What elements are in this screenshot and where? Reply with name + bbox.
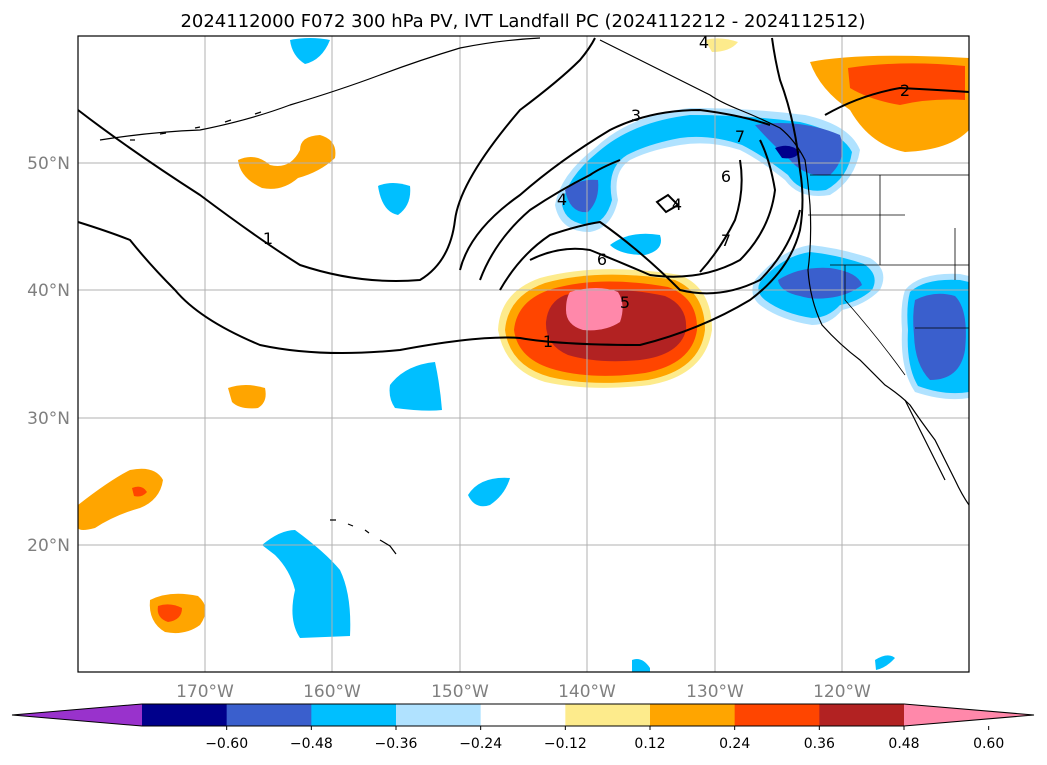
colorbar-tick-label: 0.48: [888, 736, 919, 752]
ivt-contours: [77, 37, 970, 355]
negative-anomaly-patch-a: [378, 183, 411, 215]
colorbar-segment: [650, 704, 736, 726]
lat-label: 50°N: [27, 154, 70, 174]
baja-coast: [904, 399, 946, 481]
colorbar-tick-label: 0.36: [804, 736, 835, 752]
contour-label: 4: [557, 190, 567, 209]
contour-2: [824, 86, 970, 116]
colorbar-tick-label: 0.24: [719, 736, 750, 752]
negative-anomaly-patch-g: [875, 655, 895, 670]
gridlines: [78, 36, 969, 672]
colorbar-outline: [11, 703, 1035, 727]
negative-anomaly-nw-patch: [565, 179, 599, 213]
lat-label: 20°N: [27, 536, 70, 556]
contour-4: [479, 159, 621, 281]
colorbar-tick-label: −0.12: [544, 736, 587, 752]
colorbar-tick-label: −0.36: [375, 736, 418, 752]
lon-label: 150°W: [431, 682, 489, 702]
contour-inner-small: [655, 193, 680, 214]
contour-3: [459, 108, 771, 271]
alaska-coastline: [99, 37, 541, 141]
latitude-labels: 50°N 40°N 30°N 20°N: [27, 154, 70, 556]
negative-anomaly-patch-e: [290, 38, 330, 64]
colorbar-tick-label: −0.24: [459, 736, 502, 752]
colorbar-segment: [565, 704, 651, 726]
contour-label-group: 1 1 2 3 4 5 6 6 7 4 7 4: [263, 33, 910, 351]
colorbar-tick-label: −0.60: [205, 736, 248, 752]
contour-label: 6: [597, 250, 607, 269]
colorbar-segment: [819, 704, 905, 726]
lon-label: 130°W: [686, 682, 744, 702]
colorbar-extend-high: [904, 704, 1034, 726]
positive-anomaly-canada-036: [848, 63, 965, 105]
contour-5: [499, 209, 801, 295]
contour-7: [699, 159, 743, 273]
alaska-gulf-coast: [599, 39, 811, 206]
longitude-labels: 170°W 160°W 150°W 140°W 130°W 120°W: [176, 682, 871, 702]
negative-anomaly-california-core: [778, 267, 862, 299]
contour-label: 1: [263, 229, 273, 248]
lon-label: 160°W: [303, 682, 361, 702]
positive-anomaly-patch-e: [705, 38, 738, 52]
negative-anomaly-patch-c: [468, 477, 510, 507]
lat-label: 40°N: [27, 281, 70, 301]
contour-1-outer: [77, 37, 596, 282]
contour-label: 5: [620, 293, 630, 312]
colorbar-segment: [311, 704, 397, 726]
positive-anomaly-patch-d-core: [157, 604, 182, 622]
contour-label: 6: [721, 167, 731, 186]
aleutian-islands: [130, 111, 262, 141]
lon-label: 170°W: [176, 682, 234, 702]
contour-label: 7: [735, 127, 745, 146]
colorbar-tick-label: 0.60: [973, 736, 1004, 752]
contour-label: 7: [721, 231, 731, 250]
colorbar: −0.60 −0.48 −0.36 −0.24 −0.12 0.12 0.24 0.36 0.4…: [11, 703, 1035, 752]
colorbar-segment: [480, 704, 566, 726]
colorbar-extend-low: [12, 704, 142, 726]
hawaii-islands: [330, 519, 397, 555]
negative-anomaly-great-basin-core: [913, 293, 966, 380]
positive-anomaly-core-060: [566, 288, 623, 331]
negative-anomaly-patch-f: [632, 659, 650, 672]
colorbar-segment: [396, 704, 482, 726]
map-frame: [77, 35, 970, 673]
negative-anomaly-arc-048: [775, 145, 800, 159]
contour-label: 4: [672, 195, 682, 214]
west-coast-us: [807, 204, 970, 506]
contour-6: [529, 139, 777, 278]
colorbar-tick-label: 0.12: [634, 736, 665, 752]
colorbar-segment: [142, 704, 228, 726]
chart-title: 2024112000 F072 300 hPa PV, IVT Landfall…: [180, 11, 865, 32]
positive-anomaly-patch-b: [228, 385, 266, 409]
negative-anomaly-patch-d: [262, 530, 351, 638]
contour-label: 3: [631, 106, 641, 125]
positive-anomaly-patch-c-core: [132, 486, 147, 497]
negative-anomaly-patch-b: [389, 362, 442, 411]
colorbar-segment: [734, 704, 820, 726]
coastlines: [99, 37, 970, 555]
contour-label: 4: [699, 33, 709, 52]
contour-1-south: [77, 37, 804, 355]
positive-anomaly-patch-a: [238, 135, 336, 189]
lon-label: 140°W: [558, 682, 616, 702]
lon-label: 120°W: [813, 682, 871, 702]
colorbar-tick-label: −0.48: [290, 736, 333, 752]
lat-label: 30°N: [27, 409, 70, 429]
state-borders: [808, 174, 969, 376]
contour-label: 1: [543, 332, 553, 351]
pv-shading-layer: [78, 38, 969, 672]
colorbar-segment: [226, 704, 312, 726]
contour-label: 2: [900, 81, 910, 100]
positive-anomaly-patch-c: [78, 468, 163, 530]
